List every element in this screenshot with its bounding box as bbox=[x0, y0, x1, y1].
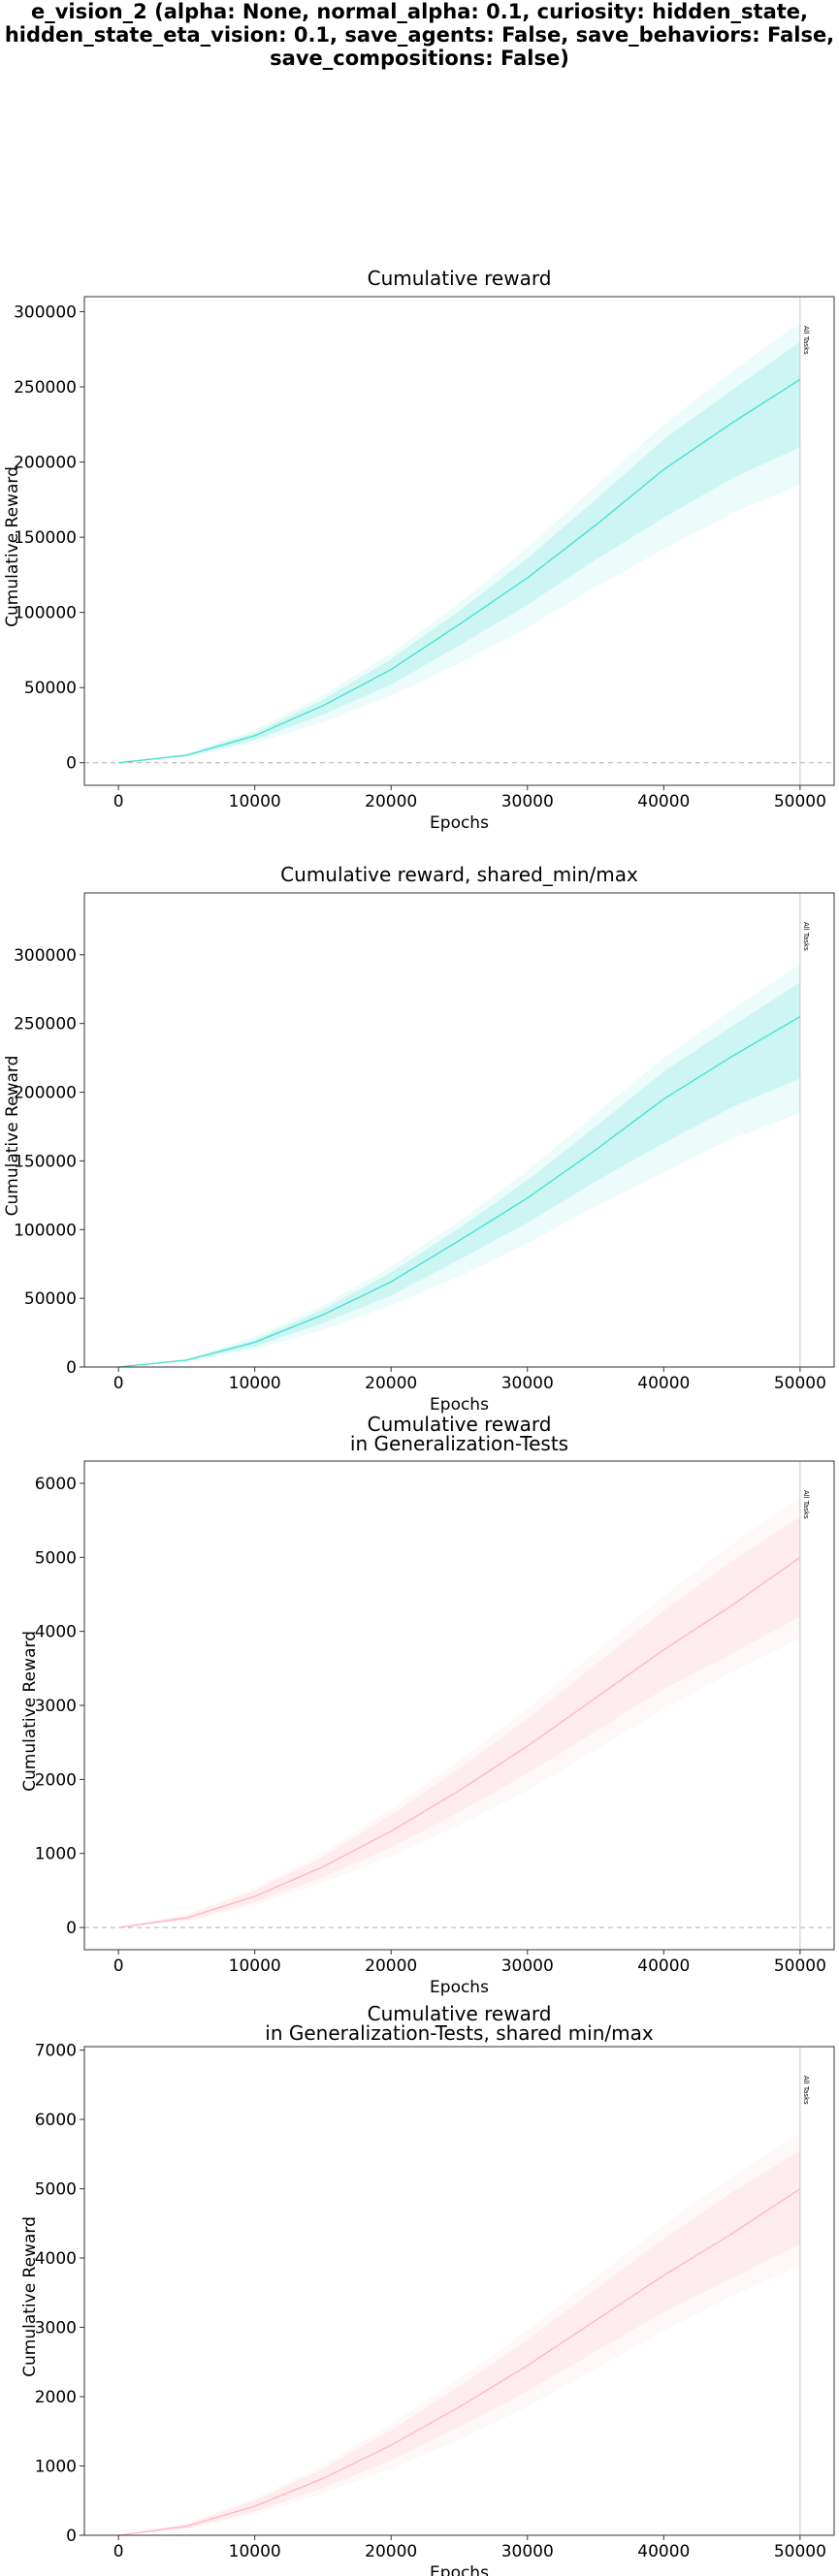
y-tick-label: 250000 bbox=[14, 378, 77, 398]
y-tick-label: 3000 bbox=[35, 1697, 77, 1716]
figure-suptitle: e_vision_2 (alpha: None, normal_alpha: 0… bbox=[0, 0, 839, 70]
suptitle-line: save_compositions: False) bbox=[270, 47, 569, 70]
plot-frame bbox=[83, 1460, 835, 1951]
x-tick-label: 0 bbox=[113, 2542, 124, 2561]
y-axis-label: Cumulative Reward bbox=[3, 466, 22, 627]
x-tick-label: 20000 bbox=[365, 2542, 417, 2561]
x-tick-label: 30000 bbox=[501, 1956, 554, 1976]
x-tick-label: 50000 bbox=[774, 792, 826, 811]
x-axis-label: Epochs bbox=[430, 813, 489, 833]
series-line bbox=[118, 2188, 801, 2536]
x-tick-label: 50000 bbox=[774, 1956, 826, 1976]
x-tick-label: 0 bbox=[113, 792, 124, 811]
y-tick-label: 100000 bbox=[14, 604, 77, 623]
x-axis-label: Epochs bbox=[430, 2563, 489, 2576]
y-tick-label: 5000 bbox=[35, 2180, 77, 2200]
series-line bbox=[118, 1016, 801, 1368]
y-tick-label: 2000 bbox=[35, 1770, 77, 1790]
chart-title: Cumulative reward, shared_min/max bbox=[280, 863, 638, 886]
chart-title: Cumulative reward bbox=[368, 267, 552, 290]
suptitle-line: e_vision_2 (alpha: None, normal_alpha: 0… bbox=[30, 0, 809, 23]
y-axis-label: Cumulative Reward bbox=[20, 2216, 40, 2377]
chart-cumulative-reward-shared: Cumulative reward, shared_min/max All Tas… bbox=[3, 863, 835, 1415]
x-tick-label: 0 bbox=[113, 1956, 124, 1976]
y-tick-label: 150000 bbox=[14, 1152, 77, 1171]
y-tick-label: 200000 bbox=[14, 454, 77, 473]
suptitle-line: hidden_state_eta_vision: 0.1, save_agent… bbox=[4, 23, 835, 47]
x-tick-label: 10000 bbox=[229, 1956, 281, 1976]
chart-title: in Generalization-Tests, shared min/max bbox=[265, 2021, 654, 2045]
y-tick-label: 1000 bbox=[35, 1845, 77, 1864]
x-axis-label: Epochs bbox=[430, 1978, 489, 1997]
band-outer bbox=[118, 322, 800, 763]
x-tick-label: 10000 bbox=[229, 2542, 281, 2561]
y-tick-label: 0 bbox=[66, 754, 77, 774]
task-boundary-label: All Tasks bbox=[802, 326, 810, 355]
y-tick-label: 0 bbox=[66, 1358, 77, 1378]
band-outer bbox=[118, 2133, 800, 2535]
x-tick-label: 40000 bbox=[637, 792, 690, 811]
y-tick-label: 2000 bbox=[35, 2388, 77, 2407]
band-outer bbox=[118, 964, 800, 1367]
plot-frame bbox=[83, 2046, 835, 2536]
y-tick-label: 250000 bbox=[14, 1015, 77, 1034]
x-tick-label: 30000 bbox=[501, 1374, 554, 1393]
x-tick-label: 30000 bbox=[501, 792, 554, 811]
chart-title: in Generalization-Tests bbox=[350, 1432, 568, 1455]
task-boundary-label: All Tasks bbox=[802, 922, 810, 951]
x-tick-label: 50000 bbox=[774, 2542, 826, 2561]
band-outer bbox=[118, 1498, 800, 1928]
y-tick-label: 50000 bbox=[24, 1289, 77, 1309]
chart-cumulative-reward: Cumulative reward All Tasks 0 10000 20000 300… bbox=[3, 267, 835, 833]
x-tick-label: 10000 bbox=[229, 1374, 281, 1393]
series-line bbox=[118, 378, 801, 764]
y-tick-label: 4000 bbox=[35, 2249, 77, 2269]
x-tick-label: 20000 bbox=[365, 792, 417, 811]
x-tick-label: 30000 bbox=[501, 2542, 554, 2561]
y-tick-label: 6000 bbox=[35, 2111, 77, 2130]
y-axis-label: Cumulative Reward bbox=[20, 1631, 40, 1792]
y-tick-label: 5000 bbox=[35, 1548, 77, 1568]
x-tick-label: 40000 bbox=[637, 1956, 690, 1976]
y-tick-label: 0 bbox=[66, 2527, 77, 2546]
y-axis-label: Cumulative Reward bbox=[3, 1056, 22, 1217]
x-tick-label: 40000 bbox=[637, 1374, 690, 1393]
y-tick-label: 200000 bbox=[14, 1084, 77, 1103]
x-tick-label: 20000 bbox=[365, 1374, 417, 1393]
task-boundary-label: All Tasks bbox=[802, 1490, 810, 1519]
x-tick-label: 0 bbox=[113, 1374, 124, 1393]
y-tick-label: 300000 bbox=[14, 946, 77, 966]
plot-frame bbox=[83, 296, 835, 786]
y-tick-label: 150000 bbox=[14, 528, 77, 548]
y-tick-label: 7000 bbox=[35, 2042, 77, 2061]
y-tick-label: 0 bbox=[66, 1919, 77, 1938]
x-tick-label: 20000 bbox=[365, 1956, 417, 1976]
x-axis-label: Epochs bbox=[430, 1395, 489, 1415]
y-tick-label: 3000 bbox=[35, 2319, 77, 2338]
y-tick-label: 50000 bbox=[24, 679, 77, 698]
y-tick-label: 100000 bbox=[14, 1221, 77, 1240]
y-tick-label: 1000 bbox=[35, 2458, 77, 2477]
x-tick-label: 40000 bbox=[637, 2542, 690, 2561]
y-tick-label: 4000 bbox=[35, 1623, 77, 1642]
y-tick-label: 6000 bbox=[35, 1475, 77, 1494]
series-line bbox=[118, 1556, 801, 1928]
x-tick-label: 50000 bbox=[774, 1374, 826, 1393]
chart-title: Cumulative reward bbox=[368, 1413, 552, 1436]
x-tick-label: 10000 bbox=[229, 792, 281, 811]
plot-frame bbox=[83, 892, 835, 1368]
chart-title: Cumulative reward bbox=[368, 2002, 552, 2025]
y-tick-label: 300000 bbox=[14, 303, 77, 323]
task-boundary-label: All Tasks bbox=[802, 2076, 810, 2105]
